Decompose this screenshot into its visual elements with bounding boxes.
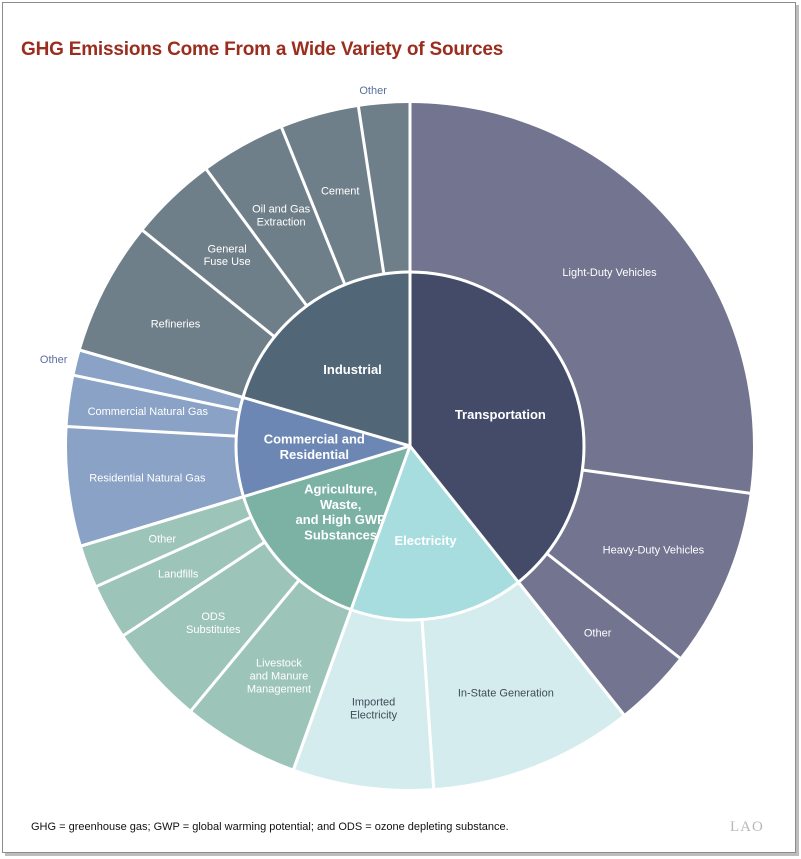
sector-industrial bbox=[242, 272, 410, 446]
subsector-transportation-light-duty-vehicles bbox=[410, 103, 753, 494]
subcategory-label-transportation-other: Other bbox=[584, 627, 612, 639]
subsector-industrial-general-fuse-use bbox=[142, 169, 307, 337]
subcategory-label-agriculture-waste-and-high-gwp-substances-livestock-and-manure-management: Livestock and Manure Management bbox=[247, 658, 311, 696]
sector-electricity bbox=[351, 446, 519, 620]
subcategory-label-industrial-refineries: Refineries bbox=[151, 319, 201, 331]
subsector-agriculture-waste-and-high-gwp-substances-ods-substitutes bbox=[123, 541, 300, 711]
sector-divider bbox=[79, 348, 411, 448]
subsector-transportation-other bbox=[518, 553, 680, 715]
subcategory-label-commercial-and-residential-residential-natural-gas: Residential Natural Gas bbox=[89, 472, 206, 484]
category-label-agriculture-waste-and-high-gwp-substances: Agriculture, Waste, and High GWP Substances bbox=[296, 481, 387, 542]
subsector-electricity-imported-electricity bbox=[293, 609, 434, 790]
subcategory-label-industrial-other: Other bbox=[359, 85, 387, 97]
category-label-industrial: Industrial bbox=[323, 362, 382, 377]
subcategory-label-agriculture-waste-and-high-gwp-substances-landfills: Landfills bbox=[158, 568, 199, 580]
subcategory-label-transportation-heavy-duty-vehicles: Heavy-Duty Vehicles bbox=[603, 544, 705, 556]
outer-divider bbox=[545, 552, 682, 660]
subcategory-label-industrial-oil-and-gas-extraction: Oil and Gas Extraction bbox=[252, 203, 311, 228]
category-label-electricity: Electricity bbox=[394, 533, 457, 548]
sector-divider bbox=[80, 444, 411, 548]
sector-agriculture-waste-and-high-gwp-substances bbox=[243, 446, 410, 610]
sunburst-chart: Transportation Light-Duty Vehicles Heavy-D… bbox=[40, 85, 753, 790]
sector-commercial-and-residential bbox=[235, 397, 410, 497]
outer-divider bbox=[73, 373, 241, 412]
subcategory-label-transportation-light-duty-vehicles: Light-Duty Vehicles bbox=[562, 267, 657, 279]
subcategory-label-agriculture-waste-and-high-gwp-substances-other: Other bbox=[149, 534, 177, 546]
sector-transportation bbox=[410, 272, 584, 583]
sector-divider bbox=[292, 445, 412, 771]
lao-logo: LAO bbox=[730, 819, 764, 835]
subcategory-label-industrial-general-fuse-use: General Fuse Use bbox=[204, 243, 251, 268]
category-label-commercial-and-residential: Commercial and Residential bbox=[264, 431, 365, 461]
sector-divider bbox=[408, 445, 626, 717]
subcategory-label-industrial-cement: Cement bbox=[321, 186, 360, 198]
subsector-commercial-and-residential-residential-natural-gas bbox=[66, 426, 244, 546]
category-label-transportation: Transportation bbox=[455, 407, 546, 422]
inner-ring-border bbox=[234, 270, 586, 622]
subcategory-label-commercial-and-residential-commercial-natural-gas: Commercial Natural Gas bbox=[88, 406, 209, 418]
subcategory-label-agriculture-waste-and-high-gwp-substances-ods-substitutes: ODS Substitutes bbox=[186, 611, 241, 636]
subcategory-label-electricity-imported-electricity: Imported Electricity bbox=[350, 696, 398, 721]
subsector-industrial-other bbox=[358, 103, 410, 274]
subsector-agriculture-waste-and-high-gwp-substances-livestock-and-manure-management bbox=[191, 580, 352, 769]
subsector-commercial-and-residential-other bbox=[74, 350, 243, 411]
outer-divider bbox=[95, 515, 252, 588]
footnote: GHG = greenhouse gas; GWP = global warmi… bbox=[31, 821, 509, 833]
subsector-industrial-cement bbox=[281, 106, 384, 285]
outer-divider bbox=[582, 468, 751, 495]
outer-divider bbox=[279, 126, 347, 286]
subcategory-label-electricity-in-state-generation: In-State Generation bbox=[458, 687, 554, 699]
subsector-agriculture-waste-and-high-gwp-substances-other bbox=[81, 496, 252, 587]
outer-divider bbox=[66, 425, 237, 438]
subsector-transportation-heavy-duty-vehicles bbox=[546, 469, 750, 658]
subsector-agriculture-waste-and-high-gwp-substances-landfills bbox=[96, 517, 265, 636]
outer-divider bbox=[122, 540, 266, 638]
subsector-electricity-in-state-generation bbox=[422, 582, 624, 789]
subcategory-label-commercial-and-residential-other: Other bbox=[40, 354, 68, 366]
chart-title: GHG Emissions Come From a Wide Variety o… bbox=[21, 39, 504, 60]
outer-divider bbox=[189, 579, 301, 713]
subsector-commercial-and-residential-commercial-natural-gas bbox=[67, 375, 240, 437]
subsector-industrial-refineries bbox=[80, 230, 275, 398]
outer-divider bbox=[356, 105, 386, 275]
outer-divider bbox=[141, 228, 276, 338]
outer-divider bbox=[204, 168, 309, 307]
subsector-industrial-oil-and-gas-extraction bbox=[206, 127, 345, 306]
outer-divider bbox=[420, 619, 436, 790]
